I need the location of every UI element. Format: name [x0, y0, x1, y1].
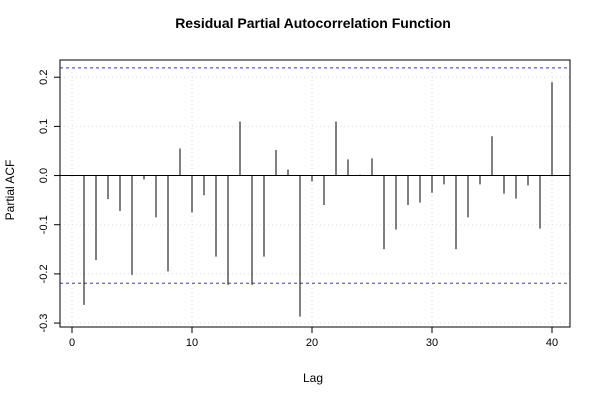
x-tick-label: 0 — [69, 337, 75, 349]
x-tick-label: 40 — [546, 337, 558, 349]
x-axis: 0 10 20 30 40 — [69, 327, 558, 349]
y-tick-label: 0.0 — [38, 168, 50, 183]
x-tick-label: 20 — [306, 337, 318, 349]
y-tick-label: 0.1 — [38, 119, 50, 134]
y-tick-label: -0.3 — [38, 314, 50, 333]
y-tick-label: 0.2 — [38, 70, 50, 85]
y-tick-label: -0.2 — [38, 264, 50, 283]
y-axis: -0.3 -0.2 -0.1 0.0 0.1 0.2 — [38, 70, 60, 333]
grid — [60, 60, 570, 327]
confidence-band — [60, 67, 570, 284]
x-tick-label: 10 — [186, 337, 198, 349]
y-axis-label: Partial ACF — [3, 160, 17, 221]
x-axis-label: Lag — [303, 371, 323, 385]
pacf-bars — [60, 82, 570, 317]
y-tick-label: -0.1 — [38, 215, 50, 234]
chart-title: Residual Partial Autocorrelation Functio… — [175, 15, 451, 31]
plot-frame — [59, 59, 571, 328]
x-tick-label: 30 — [426, 337, 438, 349]
